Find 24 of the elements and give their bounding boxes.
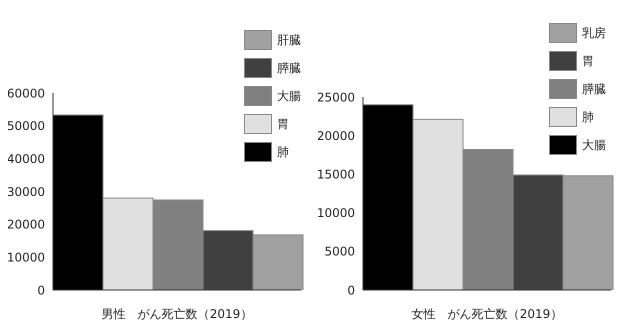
legend-label: 乳房 [582,24,606,42]
y-tick-label: 50000 [6,119,45,134]
y-tick-label: 20000 [6,218,45,232]
x-axis-title: 女性 がん死亡数（2019） [412,307,562,321]
legend-label: 肺 [277,144,289,160]
legend-label: 肝臓 [277,32,301,48]
legend-label: 胃 [582,52,594,70]
legend-label: 肺 [582,108,594,126]
y-tick-label: 30000 [6,184,45,199]
y-tick-label: 60000 [6,86,45,100]
x-axis-title: 男性 がん死亡数（2019） [102,307,252,321]
y-tick-label: 5000 [324,244,355,259]
y-tick-label: 0 [347,283,355,298]
y-tick-label: 10000 [316,206,355,220]
y-tick-label: 15000 [316,167,355,182]
y-tick-label: 20000 [316,128,355,143]
legend-label: 大腸 [277,88,301,104]
legend-label: 大腸 [582,136,606,154]
legend-label: 膵臓 [582,80,606,98]
y-tick-label: 25000 [316,90,355,104]
y-tick-label: 10000 [6,250,45,264]
y-tick-label: 0 [37,283,45,298]
legend-label: 胃 [277,116,289,132]
legend-label: 膵臓 [277,60,301,76]
